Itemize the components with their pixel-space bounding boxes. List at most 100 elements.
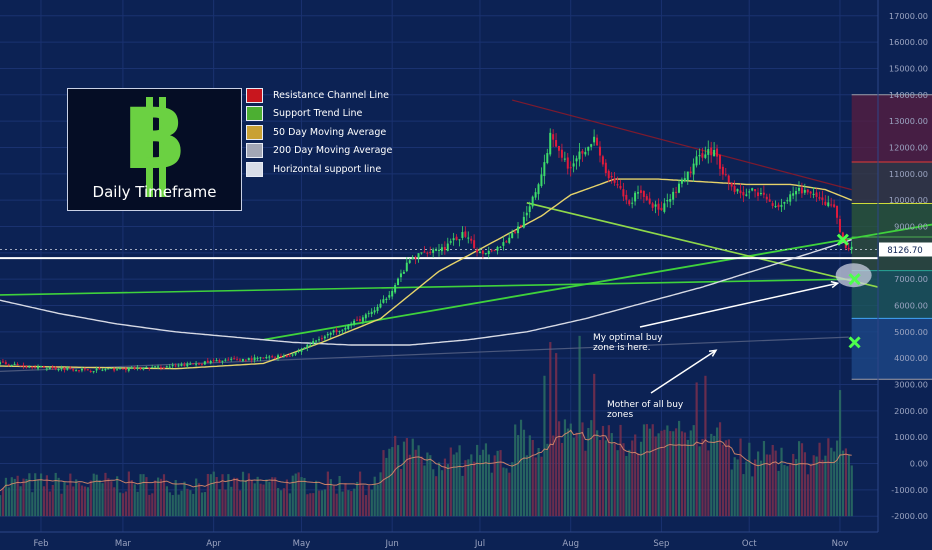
candle-body — [277, 355, 280, 359]
price-tick-label: 0.00 — [910, 459, 928, 469]
candle-body — [420, 252, 423, 254]
candle-body — [704, 154, 707, 158]
legend-swatch — [246, 143, 263, 159]
volume-bar — [707, 450, 710, 517]
volume-bar — [429, 455, 432, 517]
volume-bar — [502, 467, 505, 517]
candle-body — [54, 367, 57, 370]
volume-bar — [484, 443, 488, 517]
candle-body — [490, 250, 493, 252]
volume-bar — [780, 447, 783, 517]
volume-bar — [464, 460, 467, 517]
fibonacci-retracement: 0.00%23.60%38.20%50.00%61.80%78.60%100.0… — [851, 94, 932, 380]
candle-body — [118, 368, 121, 370]
candle-body — [341, 329, 344, 331]
candle-body — [467, 237, 470, 239]
candle-body — [727, 175, 730, 183]
legend-label: Support Trend Line — [273, 108, 363, 120]
candle-body — [31, 366, 34, 368]
candle-body — [695, 156, 698, 166]
volume-bar — [341, 491, 344, 517]
candle-body — [830, 204, 833, 206]
volume-bar — [426, 452, 429, 517]
volume-bar — [288, 493, 291, 517]
volume-bar — [440, 470, 444, 517]
candle-body — [104, 369, 107, 371]
candle-body — [75, 370, 78, 372]
volume-bar — [838, 390, 842, 517]
volume-bar — [31, 492, 34, 517]
volume-bar — [78, 482, 81, 517]
candle-body — [546, 153, 549, 163]
volume-bar — [63, 481, 66, 517]
mother-buy-arrow-head — [708, 349, 718, 357]
candle-body — [508, 237, 511, 243]
time-tick-label: Oct — [742, 539, 757, 549]
volume-bar — [192, 493, 195, 517]
candle-body — [780, 205, 783, 207]
volume-bar — [209, 474, 212, 517]
candle-body — [45, 368, 48, 370]
volume-bar — [13, 478, 16, 517]
candle-body — [759, 192, 762, 195]
volume-bar — [631, 440, 634, 517]
time-tick-label: Jun — [385, 539, 399, 549]
time-tick-label: Apr — [206, 539, 221, 549]
candle-body — [792, 193, 795, 196]
volume-bar — [306, 494, 309, 517]
volume-bar — [168, 492, 171, 517]
time-tick-label: Feb — [33, 539, 48, 549]
volume-bar — [525, 455, 528, 517]
candle-body — [692, 163, 695, 175]
candle-body — [247, 358, 250, 361]
candle-body — [133, 367, 136, 369]
volume-bar — [724, 440, 728, 517]
volume-bar — [765, 454, 768, 517]
candle-body — [37, 366, 40, 369]
candle-body — [806, 189, 809, 193]
candle-body — [69, 367, 72, 370]
price-tick-label: -1000.00 — [891, 485, 928, 495]
volume-bar — [601, 425, 605, 517]
candle-body — [227, 359, 230, 361]
volume-bar — [736, 459, 739, 517]
candle-body — [4, 362, 7, 365]
price-tick-label: 2000.00 — [894, 406, 928, 416]
volume-bar — [338, 475, 341, 517]
volume-bar — [625, 455, 628, 517]
candle-body — [253, 357, 256, 361]
candle-body — [795, 191, 798, 195]
volume-bar — [171, 495, 174, 517]
legend-item: 200 Day Moving Average — [246, 142, 392, 161]
candle-body — [347, 325, 350, 330]
volume-bar — [130, 480, 133, 517]
candle-body — [455, 236, 458, 240]
volume-bar — [25, 478, 28, 517]
volume-bar — [467, 459, 470, 517]
volume-bar — [244, 480, 248, 517]
candle-body — [765, 196, 768, 200]
candle-body — [241, 358, 244, 361]
candle-body — [66, 368, 69, 370]
legend-swatch — [246, 124, 263, 140]
volume-bar — [581, 422, 584, 517]
volume-bar — [745, 461, 748, 517]
volume-bar — [435, 476, 438, 517]
candle-body — [78, 370, 81, 372]
candle-body — [0, 362, 1, 365]
candle-body — [180, 364, 183, 366]
candle-body — [821, 197, 824, 200]
candle-body — [350, 323, 353, 326]
volume-bar — [651, 424, 654, 517]
volume-bar — [660, 430, 663, 517]
legend: Resistance Channel Line Support Trend Lin… — [246, 86, 392, 179]
candle-body — [165, 366, 168, 368]
volume-bar — [7, 487, 10, 517]
volume-bar — [499, 450, 502, 517]
volume-bar — [335, 493, 338, 517]
candle-body — [464, 231, 467, 237]
volume-bar — [692, 425, 695, 517]
volume-bar — [546, 443, 549, 517]
volume-bar — [534, 457, 537, 517]
candle-body — [411, 257, 414, 260]
